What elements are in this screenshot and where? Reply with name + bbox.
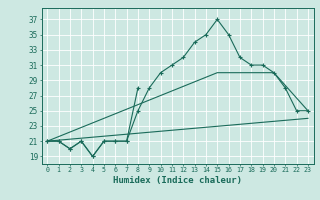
- X-axis label: Humidex (Indice chaleur): Humidex (Indice chaleur): [113, 176, 242, 185]
